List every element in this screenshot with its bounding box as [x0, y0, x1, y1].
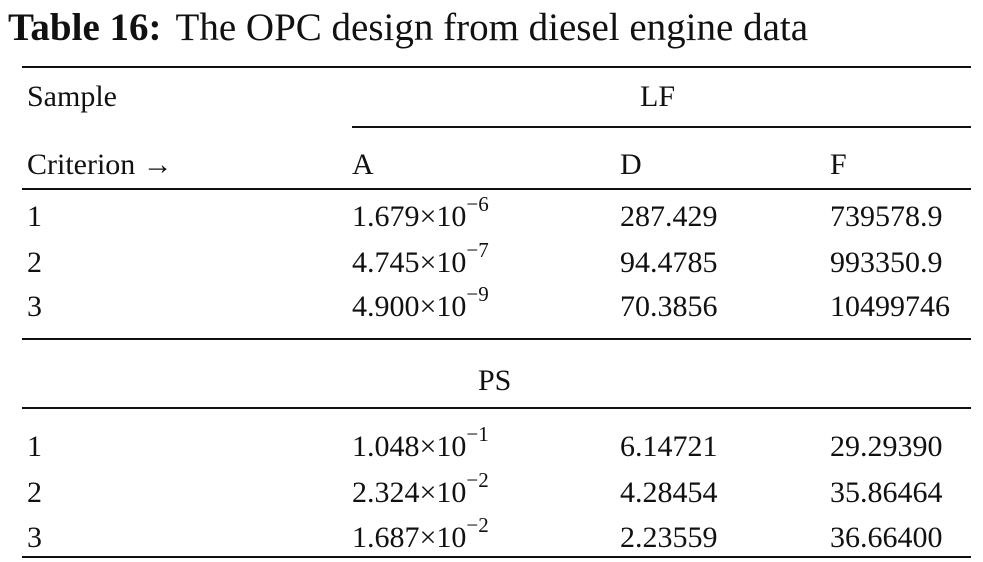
a-exponent: −7 — [466, 238, 489, 262]
table-title: Table 16: The OPC design from diesel engi… — [8, 8, 808, 47]
sample-cell: 2 — [27, 246, 42, 279]
sample-cell: 3 — [27, 290, 42, 323]
rule — [22, 407, 971, 409]
d-cell: 4.28454 — [620, 476, 718, 509]
column-header: D — [620, 148, 642, 181]
a-cell: 1.687×10−2 — [352, 515, 489, 554]
column-header: F — [830, 148, 847, 181]
column-header: A — [352, 148, 374, 181]
title-label: Table 16: — [8, 6, 162, 49]
a-cell: 2.324×10−2 — [352, 470, 489, 509]
a-base: 4.745×10 — [352, 246, 467, 279]
d-cell: 6.14721 — [620, 430, 718, 463]
header-group: LF — [640, 80, 676, 113]
header-sample: Sample — [27, 80, 117, 113]
a-exponent: −2 — [466, 468, 489, 492]
f-cell: 993350.9 — [830, 246, 943, 279]
sample-cell: 1 — [27, 200, 42, 233]
a-cell: 4.900×10−9 — [352, 284, 489, 323]
header-criterion: Criterion → — [27, 148, 173, 181]
rule — [22, 188, 971, 190]
d-cell: 2.23559 — [620, 521, 718, 554]
f-cell: 29.29390 — [830, 430, 943, 463]
sample-cell: 1 — [27, 430, 42, 463]
a-cell: 1.679×10−6 — [352, 194, 489, 233]
group-header: PS — [478, 364, 512, 397]
f-cell: 739578.9 — [830, 200, 943, 233]
d-cell: 70.3856 — [620, 290, 718, 323]
d-cell: 94.4785 — [620, 246, 718, 279]
a-exponent: −6 — [466, 192, 489, 216]
a-base: 1.048×10 — [352, 430, 467, 463]
a-base: 1.687×10 — [352, 521, 467, 554]
a-exponent: −2 — [466, 513, 489, 537]
a-exponent: −9 — [466, 282, 489, 306]
rule — [352, 126, 971, 128]
sample-cell: 2 — [27, 476, 42, 509]
f-cell: 35.86464 — [830, 476, 943, 509]
a-exponent: −1 — [466, 422, 489, 446]
a-cell: 4.745×10−7 — [352, 240, 489, 279]
d-cell: 287.429 — [620, 200, 718, 233]
rule — [22, 556, 971, 558]
f-cell: 36.66400 — [830, 521, 943, 554]
rule — [22, 66, 971, 68]
a-cell: 1.048×10−1 — [352, 424, 489, 463]
rule — [22, 338, 971, 340]
title-text: The OPC design from diesel engine data — [175, 6, 809, 49]
sample-cell: 3 — [27, 521, 42, 554]
a-base: 1.679×10 — [352, 200, 467, 233]
a-base: 4.900×10 — [352, 290, 467, 323]
a-base: 2.324×10 — [352, 476, 467, 509]
f-cell: 10499746 — [830, 290, 950, 323]
